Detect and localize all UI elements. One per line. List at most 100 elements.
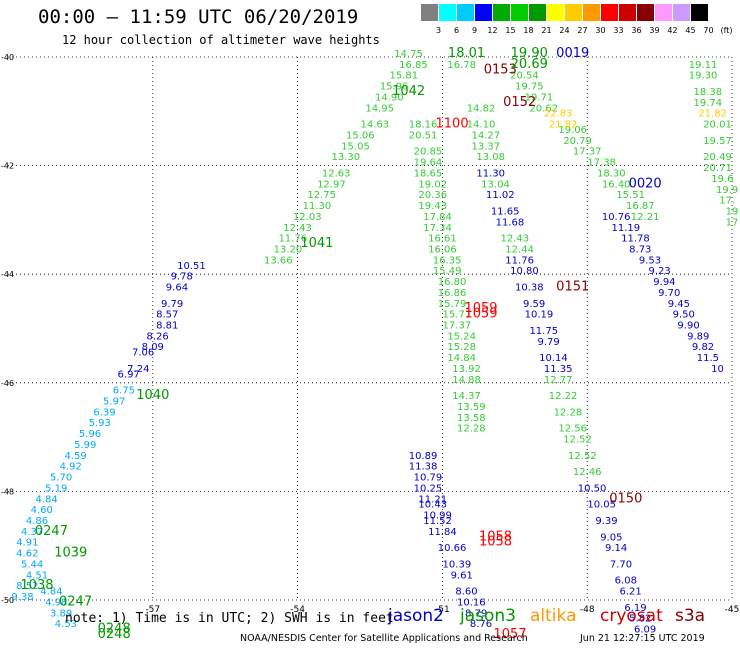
swh-value: 12.46 — [573, 467, 602, 478]
swh-value: 12.77 — [544, 375, 573, 386]
swh-value: 4.37 — [21, 527, 43, 538]
swh-value: 6.75 — [113, 386, 135, 397]
swh-value: 5.44 — [21, 559, 43, 570]
y-tick-label: -50 — [1, 596, 14, 605]
swh-value: 8.09 — [142, 342, 164, 353]
swh-value: 9.64 — [166, 282, 188, 293]
swh-value: 19.64 — [414, 158, 443, 169]
swh-value: 8.79 — [465, 608, 487, 619]
swh-value: 9.89 — [687, 331, 709, 342]
swh-value: 11.84 — [428, 527, 457, 538]
swh-value: 8.81 — [156, 321, 178, 332]
scale-label: 9 — [471, 26, 478, 35]
swh-value: 10.76 — [602, 212, 631, 223]
swh-value: 16.61 — [428, 234, 457, 245]
swh-value: 9.94 — [653, 277, 675, 288]
satellite-altika: altika — [530, 606, 577, 626]
swh-value: 15.06 — [346, 130, 375, 141]
swh-value: 14.84 — [447, 353, 476, 364]
scale-swatch — [529, 4, 546, 21]
swh-value: 12.43 — [500, 234, 529, 245]
swh-value: 11.5 — [697, 353, 719, 364]
swh-value: 5.96 — [79, 429, 101, 440]
track-time-label: 1041 — [300, 236, 333, 251]
scale-swatch — [565, 4, 582, 21]
track-time-label: 1058 — [479, 529, 512, 544]
swh-value: 12.97 — [317, 179, 346, 190]
swh-value: 19.75 — [515, 82, 544, 93]
swh-value: 9.23 — [648, 266, 670, 277]
swh-value: 9.78 — [171, 272, 193, 283]
swh-value: 9.38 — [11, 592, 33, 603]
track-time-label: 1042 — [392, 84, 425, 99]
swh-value: 8.26 — [146, 331, 168, 342]
swh-value: 12.43 — [283, 223, 312, 234]
swh-value: 12.21 — [631, 212, 660, 223]
swh-value: 17.38 — [587, 158, 616, 169]
scale-label: 15 — [505, 26, 516, 35]
x-tick-label: -51 — [435, 605, 450, 615]
page-subtitle: 12 hour collection of altimeter wave hei… — [62, 33, 380, 47]
swh-value: 19.30 — [689, 71, 718, 82]
swh-value: 15.05 — [341, 141, 370, 152]
swh-value: 6.09 — [634, 625, 656, 636]
swh-value: 11.38 — [409, 462, 438, 473]
swh-value: 14.27 — [472, 130, 501, 141]
x-tick-label: -45 — [725, 605, 740, 615]
satellite-jason3: jason3 — [460, 606, 516, 626]
scale-swatch — [673, 4, 690, 21]
swh-value: 10.89 — [409, 451, 438, 462]
swh-value: 9.90 — [677, 321, 699, 332]
swh-value: 20.49 — [703, 152, 732, 163]
swh-value: 19.02 — [418, 179, 447, 190]
scale-label: 3 — [435, 26, 442, 35]
swh-value: 18.16 — [409, 120, 438, 131]
swh-value: 22.83 — [544, 109, 573, 120]
swh-value: 11.76 — [505, 255, 534, 266]
swh-value: 8.76 — [470, 619, 492, 630]
map-grid — [8, 56, 733, 601]
swh-value: 7.06 — [132, 348, 154, 359]
scale-label: 42 — [667, 26, 678, 35]
swh-value: 6.21 — [620, 587, 642, 598]
swh-value: 17. — [719, 196, 735, 207]
swh-value: 9.79 — [161, 299, 183, 310]
swh-value: 14.75 — [394, 49, 423, 60]
swh-value: 7.24 — [127, 364, 149, 375]
scale-swatch — [475, 4, 492, 21]
swh-value: 6.19 — [624, 603, 646, 614]
swh-value: 10.14 — [539, 353, 568, 364]
track-time-label: 0152 — [503, 95, 536, 110]
track-time-label: 0247 — [35, 524, 68, 539]
swh-value: 20.71 — [703, 163, 732, 174]
scale-swatch — [583, 4, 600, 21]
swh-value: 20.51 — [409, 130, 438, 141]
swh-value: 13.92 — [452, 364, 481, 375]
swh-value: 13.37 — [472, 141, 501, 152]
swh-value: 19 — [726, 206, 739, 217]
swh-value: 11.30 — [476, 168, 505, 179]
scale-label: (ft) — [720, 26, 733, 35]
swh-value: 12.28 — [457, 424, 486, 435]
x-tick-label: -57 — [145, 605, 160, 615]
swh-value: 11.02 — [486, 190, 515, 201]
swh-value: 9.70 — [658, 288, 680, 299]
swh-value: 10.80 — [510, 266, 539, 277]
scale-label: 36 — [631, 26, 642, 35]
scale-label: 6 — [453, 26, 460, 35]
swh-value: 17.34 — [423, 223, 452, 234]
scale-swatch — [421, 4, 438, 21]
swh-value: 6.08 — [615, 576, 637, 587]
scale-swatch — [655, 4, 672, 21]
swh-value: 9.14 — [605, 543, 627, 554]
swh-value: 10.05 — [587, 500, 616, 511]
swh-value: 11.35 — [544, 364, 573, 375]
swh-value: 10 — [711, 364, 724, 375]
swh-value: 19.71 — [525, 92, 554, 103]
page-title: 00:00 – 11:59 UTC 06/20/2019 — [38, 6, 359, 28]
x-tick-label: -48 — [580, 605, 595, 615]
swh-value: 10.19 — [525, 310, 554, 321]
swh-value: 11.21 — [418, 494, 447, 505]
swh-value: 21.82 — [549, 120, 578, 131]
swh-value: 11.75 — [529, 326, 558, 337]
